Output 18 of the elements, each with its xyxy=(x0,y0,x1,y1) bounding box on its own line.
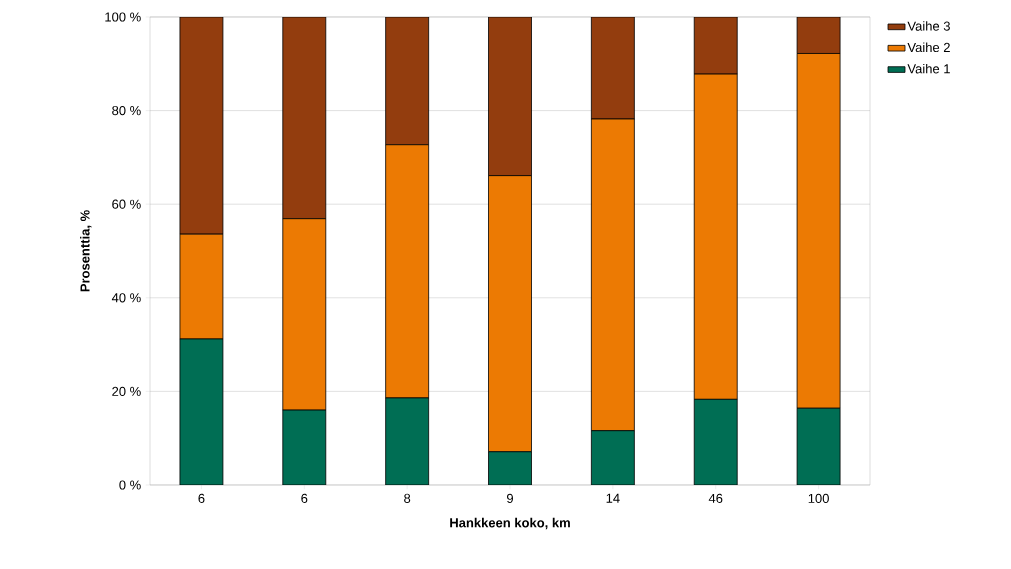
y-tick-label: 40 % xyxy=(111,293,141,303)
x-tick-label: 46 xyxy=(708,493,723,503)
x-tick-label: 6 xyxy=(301,493,308,503)
y-tick-label: 80 % xyxy=(112,105,141,116)
x-tick-label: 14 xyxy=(606,493,620,503)
legend-label: Vaihe 2 xyxy=(907,42,950,53)
y-tick-label: 60 % xyxy=(112,199,141,209)
y-tick-label: 20 % xyxy=(112,386,141,396)
legend-label: Vaihe 1 xyxy=(907,63,950,74)
x-tick-label: 100 xyxy=(808,493,829,503)
x-tick-label: 8 xyxy=(404,493,411,503)
y-axis-title: Prosenttia, % xyxy=(80,210,92,292)
y-tick-label: 0 % xyxy=(119,480,141,490)
legend-label: Vaihe 3 xyxy=(907,21,950,31)
x-tick-label: 6 xyxy=(198,493,205,503)
y-tick-label: 100 % xyxy=(105,12,141,22)
x-tick-label: 9 xyxy=(507,493,513,503)
x-axis-title: Hankkeen koko, km xyxy=(450,517,570,530)
